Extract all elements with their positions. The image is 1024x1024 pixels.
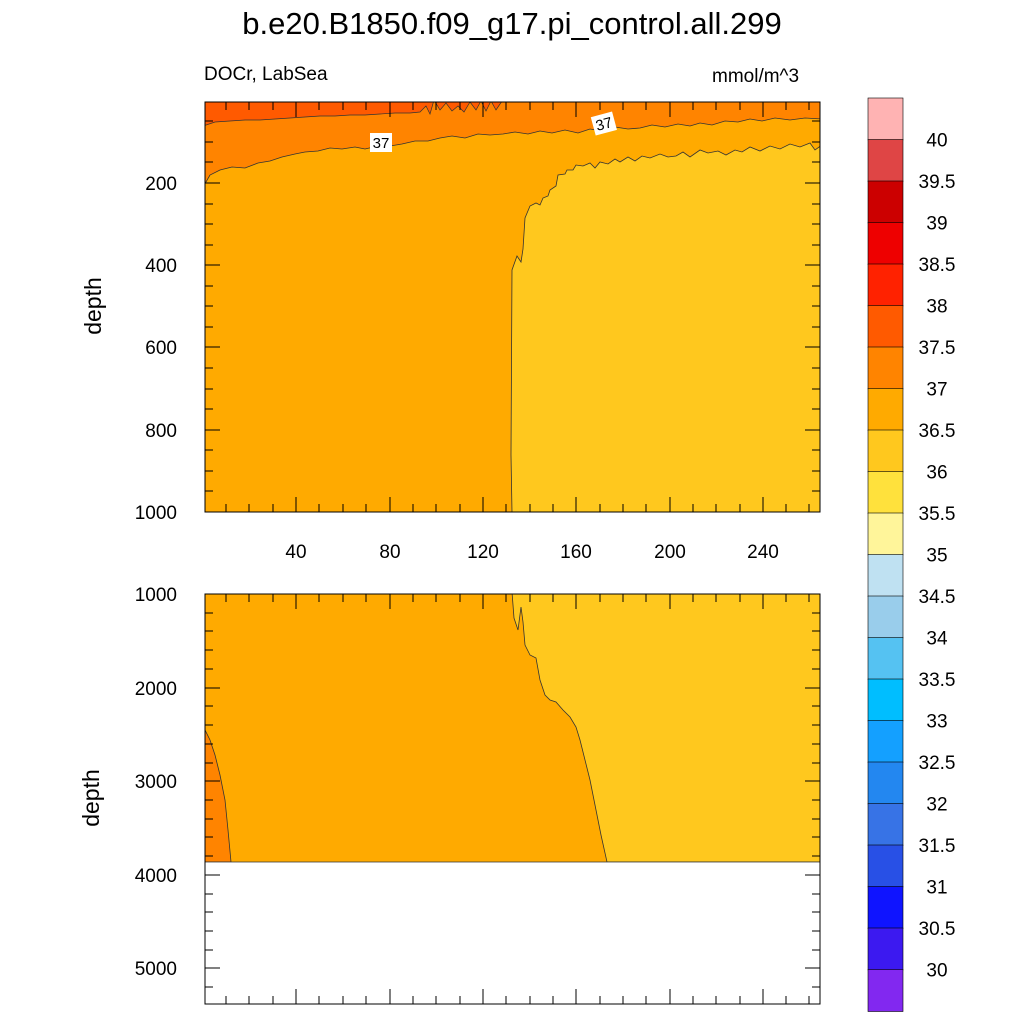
colorbar-swatch	[867, 761, 904, 805]
x-tick-label: 160	[560, 542, 592, 563]
colorbar-label: 35	[926, 546, 947, 567]
colorbar-label: 34	[926, 629, 948, 650]
colorbar-label: 37	[926, 380, 947, 401]
colorbar-swatch	[867, 97, 904, 141]
colorbar-label: 31.5	[919, 836, 956, 857]
colorbar-swatch	[867, 512, 904, 556]
colorbar-swatch	[867, 969, 904, 1012]
colorbar-swatch	[867, 180, 904, 224]
colorbar-label: 33	[926, 712, 947, 733]
colorbar: 40 39.5 39 38.5 38 37.5 37 36.5 36 35.5 35 34.5 34 33…	[867, 97, 956, 1012]
y-tick-label: 4000	[135, 866, 177, 887]
x-tick-label: 80	[379, 542, 400, 563]
colorbar-label: 38	[926, 297, 947, 318]
y-tick-label: 3000	[135, 772, 177, 793]
colorbar-swatch	[867, 844, 904, 888]
upper-x-axis	[225, 102, 810, 512]
colorbar-label: 33.5	[919, 670, 956, 691]
y-tick-label: 5000	[135, 959, 177, 980]
contour-label-box	[590, 111, 617, 136]
units-label: mmol/m^3	[712, 66, 800, 87]
x-tick-label: 240	[747, 542, 779, 563]
colorbar-swatch	[867, 720, 904, 763]
colorbar-swatch	[867, 886, 904, 929]
colorbar-swatch	[867, 637, 904, 680]
y-tick-label: 600	[145, 338, 177, 359]
upper-y-axis	[205, 120, 820, 492]
variable-region-label: DOCr, LabSea	[204, 64, 328, 85]
upper-x-tick-labels: 40 80 120 160 200 240	[285, 542, 778, 563]
upper-region-37.5-38	[205, 102, 502, 126]
colorbar-swatch	[867, 305, 904, 348]
colorbar-swatch	[867, 595, 904, 639]
colorbar-swatch	[867, 263, 904, 307]
colorbar-swatch	[867, 429, 904, 473]
colorbar-label: 36	[926, 463, 947, 484]
colorbar-label: 39	[926, 214, 947, 235]
upper-panel	[205, 102, 820, 512]
upper-y-tick-labels: 200 400 600 800 1000	[135, 174, 177, 524]
colorbar-swatch	[867, 803, 904, 846]
colorbar-label: 30	[926, 961, 947, 982]
y-tick-label: 2000	[135, 679, 177, 700]
lower-region-36-36.5	[511, 594, 820, 863]
upper-plot-frame	[204, 101, 821, 513]
y-tick-label: 1000	[135, 503, 177, 524]
lower-plot-frame	[204, 593, 821, 1005]
x-tick-label: 40	[285, 542, 306, 563]
colorbar-swatch	[867, 222, 904, 265]
lower-no-data-area	[205, 862, 820, 1004]
colorbar-label: 32.5	[919, 753, 956, 774]
contour-label-box	[370, 133, 392, 152]
lower-y-axis	[205, 612, 820, 988]
colorbar-label: 37.5	[919, 338, 956, 359]
colorbar-label: 38.5	[919, 255, 956, 276]
colorbar-swatch	[867, 554, 904, 597]
colorbar-swatch	[867, 678, 904, 722]
x-tick-label: 120	[467, 542, 499, 563]
lower-x-axis	[225, 594, 810, 1004]
chart-title: b.e20.B1850.f09_g17.pi_control.all.299	[242, 6, 782, 41]
colorbar-swatch	[867, 139, 904, 182]
colorbar-label: 30.5	[919, 919, 956, 940]
colorbar-swatch	[867, 927, 904, 971]
lower-panel	[205, 594, 820, 1004]
colorbar-label: 32	[926, 795, 947, 816]
upper-region-36-36.5	[510, 142, 820, 512]
colorbar-label: 39.5	[919, 172, 956, 193]
colorbar-label: 31	[926, 878, 947, 899]
x-tick-label: 200	[654, 542, 686, 563]
colorbar-label: 40	[926, 131, 947, 152]
colorbar-label: 36.5	[919, 421, 956, 442]
contour-label: 37	[594, 114, 615, 135]
colorbar-label: 34.5	[919, 587, 956, 608]
y-tick-label: 800	[145, 421, 177, 442]
contour-label: 37	[373, 135, 390, 152]
colorbar-swatch	[867, 346, 904, 390]
upper-contour-labels: 37 37	[370, 111, 617, 152]
lower-y-tick-labels: 1000 2000 3000 4000 5000	[135, 585, 177, 980]
lower-y-axis-label: depth	[78, 769, 104, 827]
y-tick-label: 1000	[135, 585, 177, 606]
y-tick-label: 400	[145, 256, 177, 277]
colorbar-swatch	[867, 471, 904, 514]
colorbar-label: 35.5	[919, 504, 956, 525]
upper-region-37-37.5	[205, 102, 820, 184]
y-tick-label: 200	[145, 174, 177, 195]
upper-y-axis-label: depth	[80, 277, 106, 335]
colorbar-swatch	[867, 388, 904, 431]
